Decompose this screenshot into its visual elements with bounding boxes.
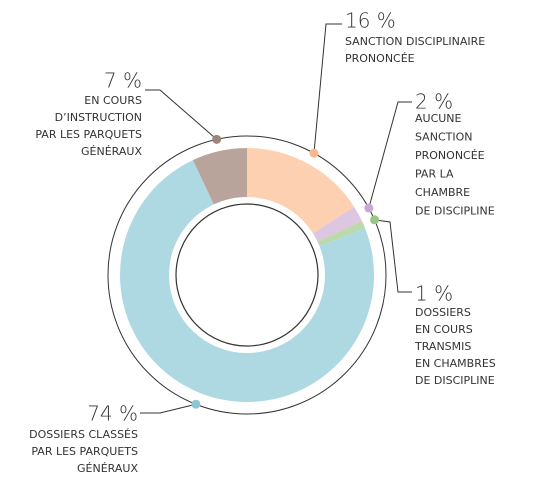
value-label: 74 %: [87, 402, 138, 426]
category-label: SANCTION DISCIPLINAIRE PRONONCÉE: [345, 35, 485, 65]
leader-line: [140, 403, 196, 414]
segments: [119, 148, 374, 402]
leader-dot: [212, 134, 222, 144]
value-label: 7 %: [104, 69, 142, 93]
leader-line: [368, 101, 412, 209]
category-label: AUCUNE SANCTION PRONONCÉE PAR LA CHAMBRE DE D…: [415, 112, 495, 218]
segment: [119, 160, 374, 402]
leader-dot: [309, 148, 319, 158]
segment: [317, 220, 366, 247]
value-label: 1 %: [415, 282, 453, 306]
leader-dot: [370, 215, 380, 225]
value-label: 2 %: [415, 90, 453, 114]
category-label: EN COURS D’INSTRUCTION PAR LES PARQUETS GÉN…: [35, 94, 142, 158]
inner-ring: [175, 203, 319, 347]
value-label: 16 %: [345, 9, 396, 33]
segment: [312, 206, 362, 242]
segment: [192, 148, 247, 205]
leader-line: [374, 219, 412, 293]
leader-line: [313, 23, 342, 154]
category-label: DOSSIERS CLASSÉS PAR LES PARQUETS GÉNÉRAUX: [29, 428, 138, 475]
leader-dot: [191, 399, 201, 409]
category-label: DOSSIERS EN COURS TRANSMIS EN CHAMBRES DE DI…: [414, 306, 496, 387]
segment: [247, 148, 355, 234]
leader-dot: [364, 203, 374, 213]
leader-line: [145, 89, 218, 140]
outer-ring: [107, 135, 387, 415]
